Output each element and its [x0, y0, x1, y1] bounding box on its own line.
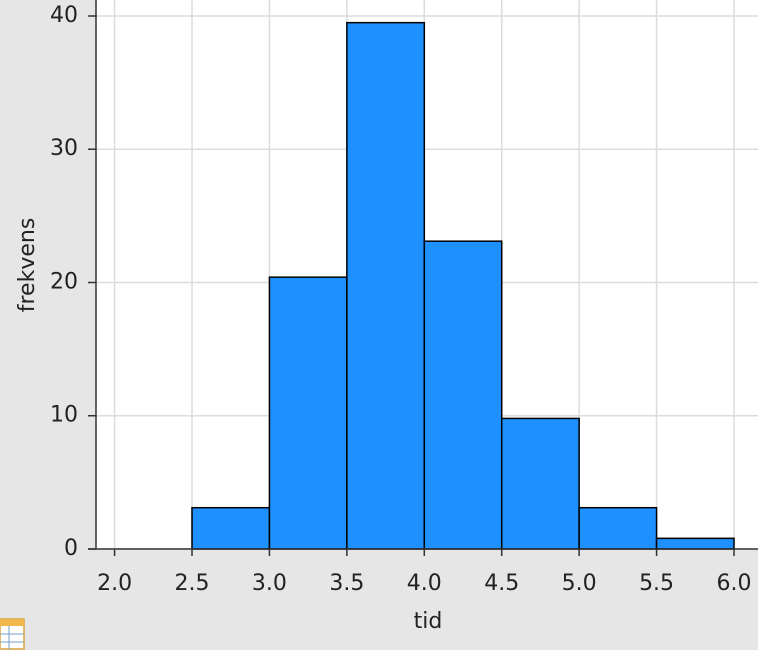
bar	[346, 21, 426, 550]
y-tick-label: 10	[50, 403, 78, 428]
x-tick-label: 3.0	[252, 571, 287, 596]
x-tick-label: 2.0	[97, 571, 132, 596]
bar	[423, 240, 503, 550]
x-tick-label: 6.0	[716, 571, 751, 596]
y-tick-label: 20	[50, 269, 78, 294]
x-tick-label: 3.5	[329, 571, 364, 596]
bar	[191, 506, 271, 550]
bar	[268, 276, 348, 550]
bar	[578, 506, 658, 550]
y-tick-label: 0	[64, 536, 78, 561]
x-tick-label: 5.5	[639, 571, 674, 596]
x-tick-label: 4.0	[407, 571, 442, 596]
x-tick-label: 4.5	[484, 571, 519, 596]
table-icon	[0, 618, 25, 650]
y-tick-label: 30	[50, 136, 78, 161]
y-axis-label: frekvens	[15, 218, 40, 313]
bar	[655, 537, 735, 550]
bar	[500, 417, 580, 550]
x-tick-label: 5.0	[562, 571, 597, 596]
y-tick-label: 40	[50, 3, 78, 28]
x-axis-label: tid	[414, 609, 443, 634]
x-tick-label: 2.5	[175, 571, 210, 596]
